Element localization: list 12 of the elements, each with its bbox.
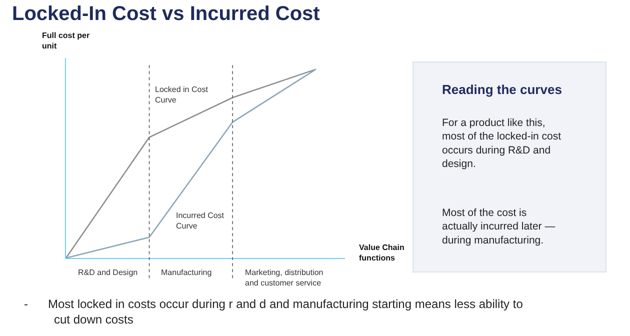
series-label: Incurred Cost Curve <box>176 211 225 230</box>
series-label: Locked in Cost Curve <box>155 85 209 104</box>
text: Most of the cost is actually incurred later — during manufacturing. <box>442 207 556 246</box>
y-axis-title: Full cost per unit <box>42 31 90 50</box>
text: For a product like this, most of the locked-in cost occurs during R&D and design. <box>442 117 562 170</box>
text: R&D and Design <box>78 268 138 277</box>
text: Reading the curves <box>442 82 562 97</box>
x-axis-title: Value Chain functions <box>359 243 404 262</box>
text: - Most locked in costs occur during r and d and manufacturing starting means less ability to cut down costs <box>24 297 524 327</box>
chart-title: Locked-In Cost vs Incurred Cost <box>12 3 320 25</box>
text: Marketing, distribution and customer service <box>245 268 324 288</box>
text: Manufacturing <box>161 268 212 277</box>
